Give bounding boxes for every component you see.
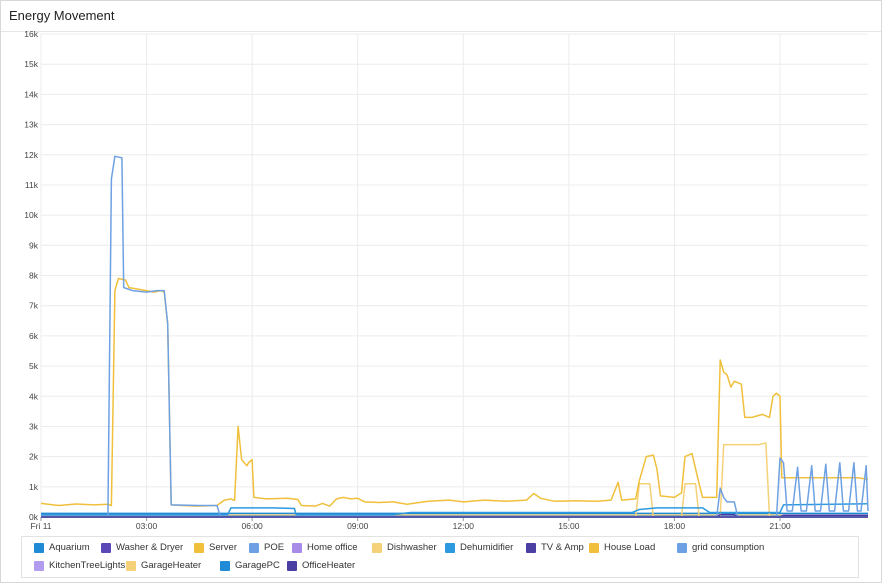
x-tick-label: 06:00 — [242, 521, 264, 531]
series-line-house-load — [40, 277, 869, 507]
series-line-dishwasher — [41, 442, 868, 518]
legend-label: GarageHeater — [141, 560, 202, 571]
legend-swatch — [34, 560, 44, 571]
legend-label: House Load — [604, 542, 656, 553]
legend-item[interactable]: POE — [249, 542, 284, 553]
legend-label: Washer & Dryer — [116, 542, 184, 553]
legend-item[interactable]: grid consumption — [677, 542, 764, 553]
energy-line-chart[interactable]: 0k 1k 2k 3k 4k 5k 6k 7k 8k 9k 10k 11k 12k 13k 14k 15k 16… — [1, 1, 881, 536]
legend-label: OfficeHeater — [302, 560, 356, 571]
legend-label: grid consumption — [692, 542, 765, 553]
legend-item[interactable]: Home office — [292, 542, 358, 553]
legend-item[interactable]: TV & Amp — [526, 542, 584, 553]
legend-item[interactable]: GaragePC — [220, 560, 280, 571]
legend-swatch — [445, 542, 455, 553]
legend-label: Server — [209, 542, 237, 553]
legend-item[interactable]: KitchenTreeLights — [34, 560, 125, 571]
x-tick-label: 12:00 — [453, 521, 475, 531]
series-line-grid-consumption — [41, 155, 869, 518]
x-tick-label: 03:00 — [136, 521, 158, 531]
y-tick-label: 7k — [29, 301, 39, 311]
y-tick-label: 4k — [29, 391, 39, 401]
y-tick-label: 12k — [24, 150, 38, 160]
legend-swatch — [589, 542, 599, 553]
legend-label: GaragePC — [235, 560, 280, 571]
y-tick-label: 11k — [25, 180, 39, 190]
legend-label: Home office — [307, 542, 358, 553]
x-tick-label: 21:00 — [769, 521, 791, 531]
legend-item[interactable]: Server — [194, 542, 237, 553]
legend-swatch — [249, 542, 259, 553]
legend-swatch — [101, 542, 111, 553]
legend-swatch — [526, 542, 536, 553]
legend-label: Aquarium — [49, 542, 90, 553]
legend-item[interactable]: House Load — [589, 542, 655, 553]
y-tick-label: 9k — [29, 240, 39, 250]
legend-item[interactable]: Aquarium — [34, 542, 90, 553]
legend-swatch — [126, 560, 136, 571]
legend-swatch — [287, 560, 297, 571]
y-tick-label: 6k — [29, 331, 39, 341]
y-tick-label: 16k — [24, 29, 38, 39]
y-tick-label: 3k — [29, 421, 39, 431]
y-tick-label: 15k — [24, 59, 38, 69]
series-line-dehumidifier — [41, 502, 869, 516]
y-tick-label: 14k — [24, 89, 38, 99]
panel-title: Energy Movement — [9, 8, 115, 23]
legend-item[interactable]: Dehumidifier — [445, 542, 513, 553]
legend-label: Dehumidifier — [460, 542, 514, 553]
y-tick-label: 0k — [29, 512, 39, 522]
x-tick-label: 15:00 — [558, 521, 580, 531]
x-tick-label: 09:00 — [347, 521, 369, 531]
legend-item[interactable]: Dishwasher — [372, 542, 437, 553]
legend-swatch — [677, 542, 687, 553]
x-tick-label: Fri 11 — [30, 521, 51, 531]
legend-swatch — [220, 560, 230, 571]
y-tick-label: 1k — [29, 482, 39, 492]
panel-header: Energy Movement — [1, 1, 881, 32]
legend-label: TV & Amp — [541, 542, 584, 553]
legend-swatch — [292, 542, 302, 553]
chart-legend: Aquarium Washer & Dryer Server POE Home offi… — [21, 536, 859, 578]
legend-item[interactable]: Washer & Dryer — [101, 542, 183, 553]
x-tick-label: 18:00 — [664, 521, 686, 531]
legend-item[interactable]: OfficeHeater — [287, 560, 355, 571]
legend-item[interactable]: GarageHeater — [126, 560, 201, 571]
y-tick-label: 2k — [29, 452, 39, 462]
y-tick-label: 5k — [29, 361, 39, 371]
legend-swatch — [194, 542, 204, 553]
legend-swatch — [372, 542, 382, 553]
y-tick-label: 13k — [24, 120, 38, 130]
legend-label: Dishwasher — [387, 542, 437, 553]
legend-label: KitchenTreeLights — [49, 560, 126, 571]
y-tick-label: 10k — [24, 210, 38, 220]
legend-swatch — [34, 542, 44, 553]
legend-label: POE — [264, 542, 285, 553]
y-tick-label: 8k — [29, 271, 39, 281]
